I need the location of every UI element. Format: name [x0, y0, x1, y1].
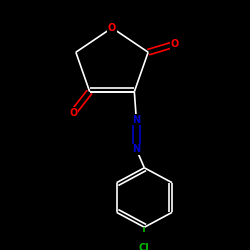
Text: O: O: [171, 39, 179, 49]
Text: O: O: [69, 108, 77, 118]
Text: N: N: [132, 114, 140, 124]
Text: Cl: Cl: [139, 243, 150, 250]
Text: N: N: [132, 144, 140, 154]
Text: O: O: [108, 23, 116, 33]
